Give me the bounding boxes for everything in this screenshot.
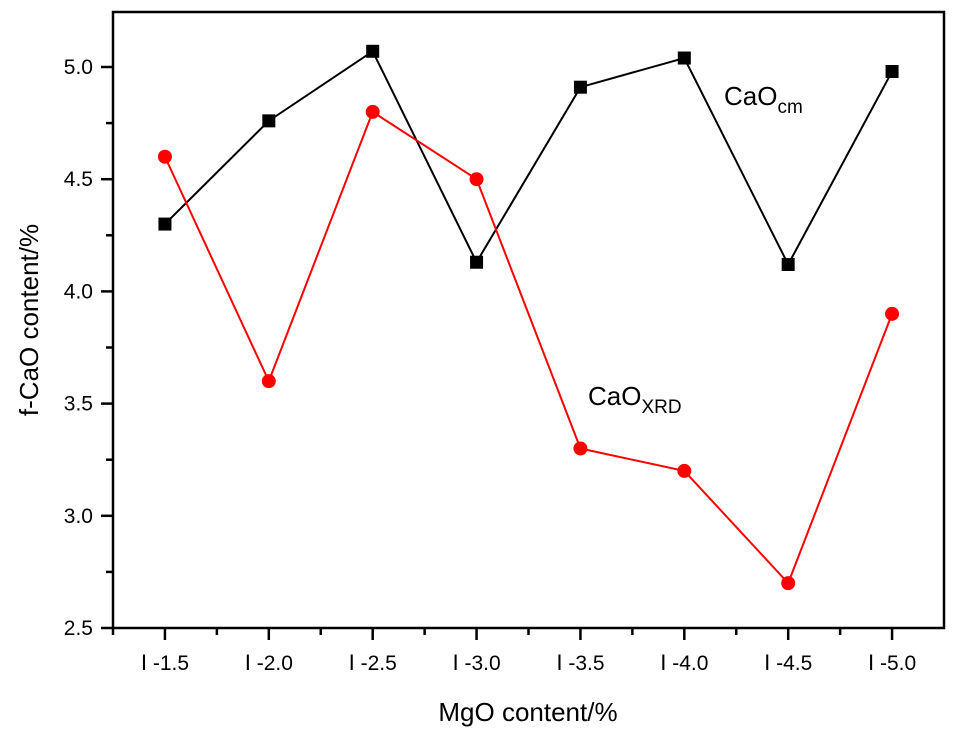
data-point-circle bbox=[677, 463, 692, 478]
data-point-circle bbox=[261, 374, 276, 389]
x-tick-label: Ⅰ -1.5 bbox=[141, 652, 189, 675]
data-point-square bbox=[366, 44, 380, 58]
data-point-square bbox=[885, 64, 899, 78]
y-tick-label: 4.5 bbox=[64, 168, 93, 191]
data-point-square bbox=[677, 51, 691, 65]
y-tick-label: 5.0 bbox=[64, 56, 93, 79]
series-line bbox=[164, 49, 893, 267]
y-tick-label: 3.0 bbox=[64, 505, 93, 528]
data-point-circle bbox=[781, 576, 796, 591]
data-point-square bbox=[781, 257, 795, 271]
data-point-square bbox=[470, 255, 484, 269]
x-tick-label: Ⅰ -2.0 bbox=[245, 652, 293, 675]
data-point-square bbox=[158, 217, 172, 231]
data-point-square bbox=[573, 80, 587, 94]
y-tick-label: 4.0 bbox=[64, 280, 93, 303]
y-tick-label: 2.5 bbox=[64, 617, 93, 640]
data-point-circle bbox=[573, 441, 588, 456]
data-point-circle bbox=[157, 149, 172, 164]
series-layer bbox=[157, 44, 900, 591]
annotation-caocm: CaOcm bbox=[724, 81, 803, 118]
y-tick-label: 3.5 bbox=[64, 393, 93, 416]
series-line bbox=[164, 110, 893, 585]
x-tick-label: Ⅰ -4.5 bbox=[764, 652, 812, 675]
x-axis-label: MgO content/% bbox=[438, 697, 617, 727]
data-point-square bbox=[262, 114, 276, 128]
x-tick-label: Ⅰ -4.0 bbox=[660, 652, 708, 675]
plot-frame bbox=[111, 10, 946, 630]
data-point-circle bbox=[365, 104, 380, 119]
x-tick-label: Ⅰ -2.5 bbox=[349, 652, 397, 675]
x-tick-label: Ⅰ -3.0 bbox=[452, 652, 500, 675]
x-tick-label: Ⅰ -5.0 bbox=[868, 652, 916, 675]
series-caocm bbox=[158, 44, 899, 271]
series-caoxrd bbox=[157, 104, 900, 591]
data-point-circle bbox=[885, 306, 900, 321]
data-point-circle bbox=[469, 172, 484, 187]
y-axis-label: f-CaO content/% bbox=[14, 224, 44, 416]
axes: Ⅰ -1.5 Ⅰ -2.0 Ⅰ -2.5 Ⅰ -3.0 Ⅰ -3.5 Ⅰ -4.0 Ⅰ -4… bbox=[64, 10, 946, 675]
x-tick-label: Ⅰ -3.5 bbox=[556, 652, 604, 675]
annotation-caoxrd: CaOXRD bbox=[588, 381, 682, 418]
